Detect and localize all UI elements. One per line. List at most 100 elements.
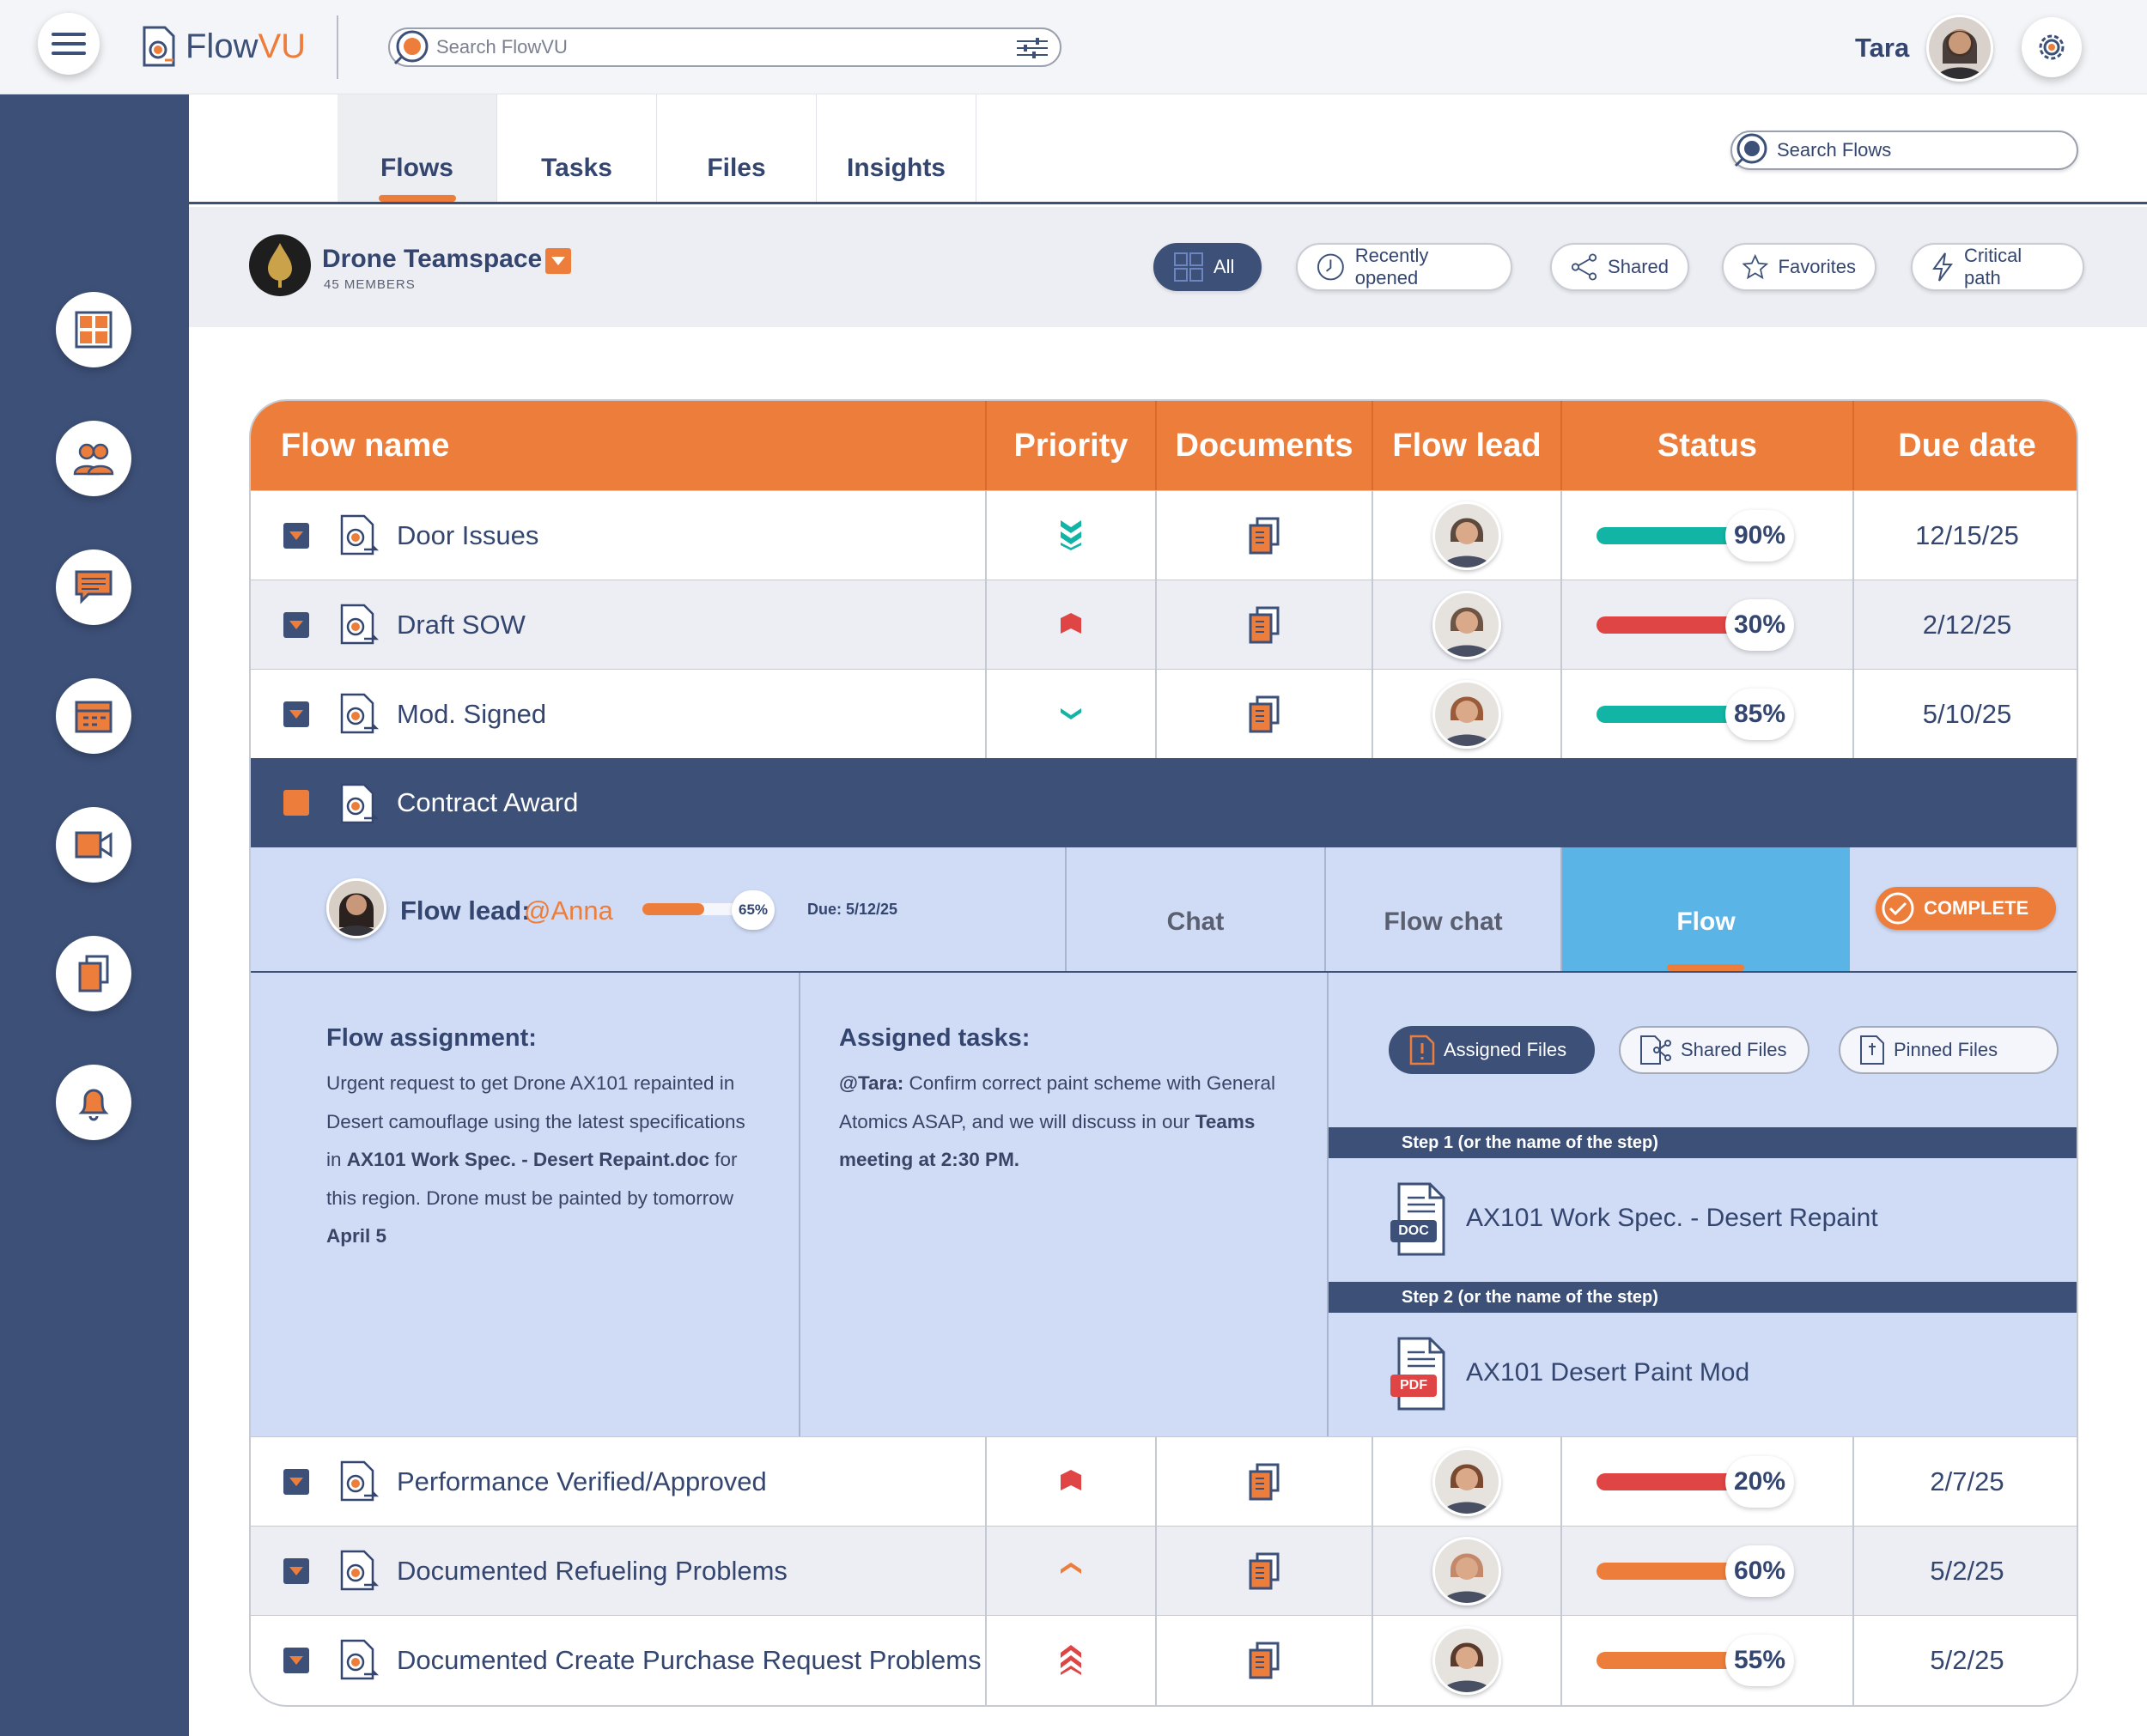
sidebar-chat-button[interactable] [56, 549, 131, 625]
lightning-icon [1932, 252, 1953, 282]
cell-flow-lead [1373, 491, 1562, 580]
table-row[interactable]: Door Issues 90% 12/15/25 [251, 490, 2077, 580]
settings-button[interactable] [2022, 17, 2082, 77]
documents-icon[interactable] [1247, 1463, 1281, 1501]
header-status[interactable]: Status [1562, 401, 1854, 490]
row-toggle[interactable] [283, 1558, 309, 1584]
table-row[interactable]: Documented Refueling Problems 60% 5/2/25 [251, 1526, 2077, 1616]
subtab-flow[interactable]: Flow [1562, 847, 1850, 971]
user-name: Tara [1855, 33, 1910, 63]
documents-icon[interactable] [1247, 517, 1281, 555]
row-toggle[interactable] [283, 790, 309, 816]
table-row[interactable]: Draft SOW 30% 2/12/25 [251, 580, 2077, 670]
cell-documents [1157, 670, 1373, 759]
tab-tasks[interactable]: Tasks [497, 94, 657, 202]
flow-lead-avatar[interactable] [1432, 1537, 1501, 1605]
step-1-file[interactable]: DOC AX101 Work Spec. - Desert Repaint [1329, 1158, 2077, 1282]
row-toggle[interactable] [283, 1469, 309, 1495]
filter-all[interactable]: All [1153, 243, 1262, 291]
row-toggle[interactable] [283, 1648, 309, 1673]
flow-lead-avatar[interactable] [1432, 501, 1501, 570]
due-date: 2/12/25 [1922, 610, 2012, 640]
status-percent: 55% [1725, 1635, 1794, 1686]
search-flows-input[interactable]: Search Flows [1730, 131, 2078, 170]
documents-icon[interactable] [1247, 1642, 1281, 1679]
tab-files[interactable]: Files [657, 94, 817, 202]
table-row[interactable]: Mod. Signed 85% 5/10/25 [251, 669, 2077, 759]
tab-insights[interactable]: Insights [817, 94, 976, 202]
team-name[interactable]: Drone Teamspace [322, 245, 543, 273]
flow-name[interactable]: Documented Create Purchase Request Probl… [397, 1645, 982, 1675]
expanded-row-header[interactable]: Contract Award [251, 758, 2077, 847]
flow-lead-avatar[interactable] [1432, 1626, 1501, 1695]
subtab-flow-chat[interactable]: Flow chat [1326, 847, 1562, 971]
header-flow-name[interactable]: Flow name [251, 401, 987, 490]
top-bar: Flow VU Search FlowVU Tara [0, 0, 2147, 94]
flow-name[interactable]: Draft SOW [397, 610, 526, 640]
sidebar-documents-button[interactable] [56, 936, 131, 1011]
assigned-tasks-panel: Assigned tasks: @Tara: Confirm correct p… [800, 973, 1329, 1436]
step-2-file[interactable]: PDF AX101 Desert Paint Mod [1329, 1313, 2077, 1436]
sidebar-notifications-button[interactable] [56, 1065, 131, 1140]
flow-name[interactable]: Documented Refueling Problems [397, 1556, 788, 1586]
cell-priority [987, 1527, 1157, 1616]
table-header: Flow name Priority Documents Flow lead S… [251, 401, 2077, 490]
due-date: 5/10/25 [1922, 699, 2012, 729]
assigned-files-button[interactable]: Assigned Files [1389, 1026, 1595, 1074]
cell-flow-name: Performance Verified/Approved [251, 1437, 987, 1527]
header-due-date[interactable]: Due date [1898, 427, 2036, 464]
pinned-files-button[interactable]: Pinned Files [1839, 1026, 2059, 1074]
header-flow-lead[interactable]: Flow lead [1373, 401, 1562, 490]
filter-critical-path[interactable]: Critical path [1911, 243, 2084, 291]
flow-name[interactable]: Door Issues [397, 520, 539, 550]
spec-doc-link[interactable]: AX101 Work Spec. - Desert Repaint.doc [346, 1149, 709, 1170]
flow-lead-avatar[interactable] [1432, 591, 1501, 659]
filter-recently-opened[interactable]: Recently opened [1296, 243, 1512, 291]
complete-button[interactable]: COMPLETE [1876, 887, 2056, 930]
documents-icon[interactable] [1247, 695, 1281, 733]
app-logo[interactable]: Flow VU [139, 24, 306, 69]
filter-favorites[interactable]: Favorites [1722, 243, 1876, 291]
row-toggle[interactable] [283, 612, 309, 638]
sidebar-calendar-button[interactable] [56, 678, 131, 754]
team-dropdown[interactable] [545, 248, 571, 274]
row-toggle[interactable] [283, 523, 309, 549]
doc-file-icon [1390, 1182, 1445, 1256]
flow-name[interactable]: Mod. Signed [397, 699, 547, 729]
table-row[interactable]: Documented Create Purchase Request Probl… [251, 1615, 2077, 1705]
header-documents[interactable]: Documents [1157, 401, 1373, 490]
cell-status: 60% [1562, 1527, 1854, 1616]
cell-status: 30% [1562, 580, 1854, 670]
flow-name[interactable]: Performance Verified/Approved [397, 1466, 767, 1496]
table-row[interactable]: Performance Verified/Approved 20% 2/7/25 [251, 1436, 2077, 1527]
shared-files-button[interactable]: Shared Files [1619, 1026, 1809, 1074]
flow-lead-avatar[interactable] [1432, 680, 1501, 749]
subtab-chat[interactable]: Chat [1067, 847, 1326, 971]
flow-icon [340, 693, 380, 734]
status-progress-bar [1597, 706, 1743, 723]
status-percent: 85% [1725, 689, 1794, 740]
filter-shared[interactable]: Shared [1550, 243, 1689, 291]
cell-status: 90% [1562, 491, 1854, 580]
header-priority[interactable]: Priority [987, 401, 1157, 490]
user-avatar[interactable] [1926, 15, 1993, 82]
lead-handle[interactable]: @Anna [524, 895, 613, 926]
sidebar-video-button[interactable] [56, 807, 131, 883]
task-mention[interactable]: @Tara: [839, 1072, 904, 1094]
lead-avatar[interactable] [326, 878, 386, 938]
sidebar-team-button[interactable] [56, 421, 131, 496]
tab-flows[interactable]: Flows [338, 94, 497, 202]
status-progress-bar [1597, 1473, 1743, 1490]
documents-icon[interactable] [1247, 606, 1281, 644]
priority-high-icon [1058, 1468, 1084, 1496]
search-flows-placeholder: Search Flows [1777, 139, 1892, 161]
menu-button[interactable] [38, 13, 100, 75]
status-progress-bar [1597, 1652, 1743, 1669]
global-search[interactable]: Search FlowVU [388, 27, 1061, 67]
cell-due-date: 5/2/25 [1854, 1527, 2077, 1616]
filter-sliders-icon[interactable] [1017, 36, 1048, 60]
row-toggle[interactable] [283, 701, 309, 727]
sidebar-dashboard-button[interactable] [56, 292, 131, 367]
flow-lead-avatar[interactable] [1432, 1448, 1501, 1516]
documents-icon[interactable] [1247, 1552, 1281, 1590]
